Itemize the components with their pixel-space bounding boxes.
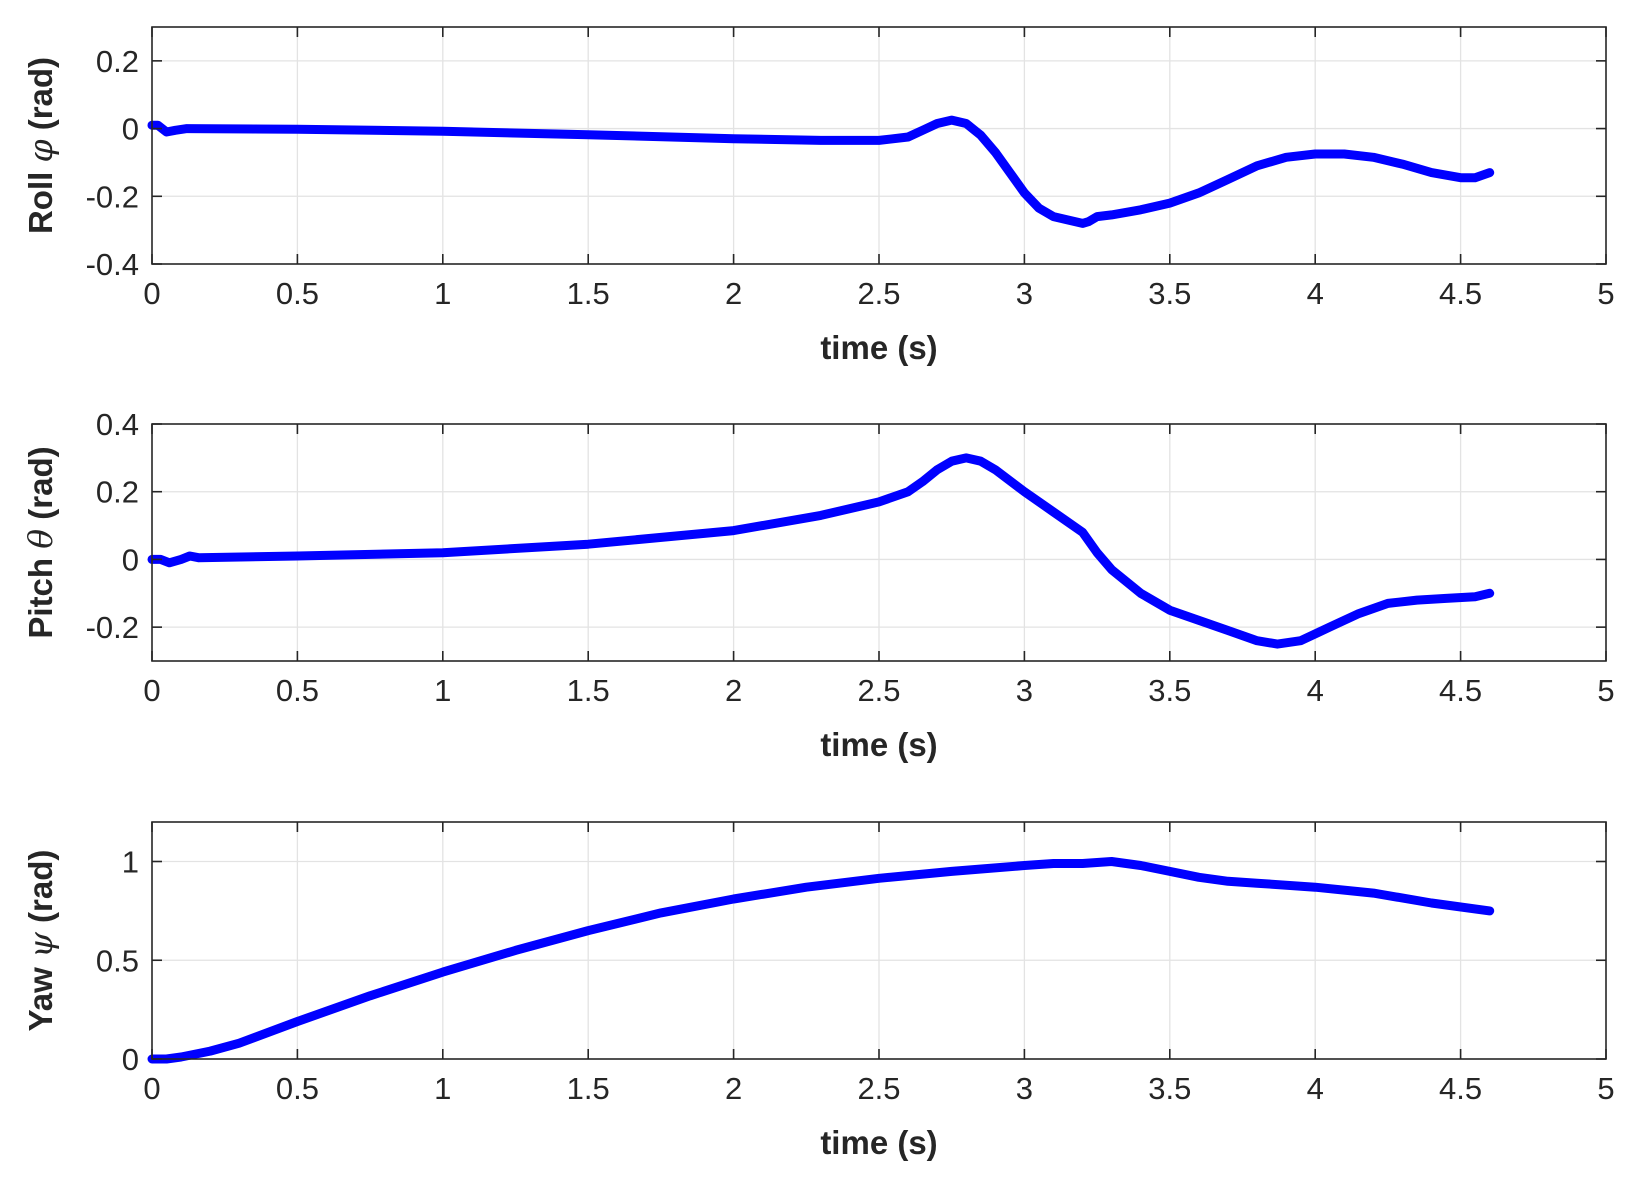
pitch-xtick-label: 1.5: [567, 673, 610, 708]
roll-ytick-label: -0.2: [86, 179, 139, 214]
roll-xtick-label: 4.5: [1439, 276, 1482, 311]
yaw-xtick-label: 0: [143, 1071, 160, 1106]
roll-yaxis-title-prefix: Roll: [22, 163, 59, 235]
yaw-xtick-label: 5: [1597, 1071, 1614, 1106]
yaw-xtick-label: 3.5: [1148, 1071, 1191, 1106]
pitch-yaxis-title: Pitch θ (rad): [21, 446, 60, 638]
yaw-xtick-label: 1.5: [567, 1071, 610, 1106]
pitch-xtick-label: 2: [725, 673, 742, 708]
pitch-xtick-label: 0: [143, 673, 160, 708]
yaw-xtick-label: 0.5: [276, 1071, 319, 1106]
roll-yaxis-title-suffix: (rad): [22, 57, 59, 140]
roll-subplot: 0 0.5 1 1.5 2 2.5 3 3.5 4 4.5 5 -0.4 -0.2 0 0.2 time (s…: [21, 26, 1615, 366]
roll-xaxis-title: time (s): [820, 329, 937, 366]
roll-yaxis-symbol: φ: [21, 139, 60, 162]
roll-ytick-label: -0.4: [86, 247, 139, 282]
yaw-ytick-label: 0.5: [96, 943, 139, 978]
yaw-yaxis-title-prefix: Yaw: [22, 958, 59, 1031]
pitch-xtick-label: 4.5: [1439, 673, 1482, 708]
pitch-xtick-label: 3.5: [1148, 673, 1191, 708]
roll-xtick-label: 1.5: [567, 276, 610, 311]
roll-ytick-label: 0.2: [96, 44, 139, 79]
roll-xtick-label: 0: [143, 276, 160, 311]
roll-xtick-label: 2.5: [857, 276, 900, 311]
roll-xtick-label: 4: [1307, 276, 1324, 311]
pitch-xtick-label: 5: [1597, 673, 1614, 708]
yaw-series-line: [147, 857, 1495, 1064]
roll-xtick-label: 1: [434, 276, 451, 311]
yaw-yaxis-title-suffix: (rad): [22, 850, 59, 933]
yaw-xtick-label: 3: [1016, 1071, 1033, 1106]
roll-xtick-label: 5: [1597, 276, 1614, 311]
yaw-xtick-label: 4.5: [1439, 1071, 1482, 1106]
roll-xtick-label: 0.5: [276, 276, 319, 311]
roll-series-line: [147, 115, 1495, 228]
pitch-series-line: [147, 453, 1495, 649]
pitch-ytick-label: 0: [122, 542, 139, 577]
pitch-xtick-label: 0.5: [276, 673, 319, 708]
pitch-xtick-label: 3: [1016, 673, 1033, 708]
yaw-yaxis-title: Yaw ψ (rad): [21, 850, 60, 1032]
yaw-ytick-label: 0: [122, 1042, 139, 1077]
pitch-ytick-label: -0.2: [86, 610, 139, 645]
pitch-xtick-label: 1: [434, 673, 451, 708]
yaw-xtick-label: 2: [725, 1071, 742, 1106]
roll-ytick-label: 0: [122, 112, 139, 147]
yaw-xaxis-title: time (s): [820, 1124, 937, 1161]
pitch-xtick-label: 4: [1307, 673, 1324, 708]
yaw-xtick-label: 1: [434, 1071, 451, 1106]
pitch-yaxis-title-prefix: Pitch: [22, 549, 59, 639]
yaw-yaxis-symbol: ψ: [21, 931, 60, 958]
pitch-ytick-label: 0.2: [96, 475, 139, 510]
pitch-xtick-label: 2.5: [857, 673, 900, 708]
yaw-xtick-label: 4: [1307, 1071, 1324, 1106]
roll-xtick-label: 3: [1016, 276, 1033, 311]
yaw-ytick-label: 1: [122, 845, 139, 880]
yaw-xtick-label: 2.5: [857, 1071, 900, 1106]
roll-xtick-label: 2: [725, 276, 742, 311]
yaw-subplot: 0 0.5 1 1.5 2 2.5 3 3.5 4 4.5 5 0 0.5 1 time (s) Yaw ψ …: [21, 821, 1615, 1161]
pitch-xaxis-title: time (s): [820, 726, 937, 763]
roll-yaxis-title: Roll φ (rad): [21, 57, 60, 234]
pitch-yaxis-title-suffix: (rad): [22, 446, 59, 529]
pitch-ytick-label: 0.4: [96, 407, 139, 442]
roll-xtick-label: 3.5: [1148, 276, 1191, 311]
pitch-yaxis-symbol: θ: [21, 529, 60, 549]
